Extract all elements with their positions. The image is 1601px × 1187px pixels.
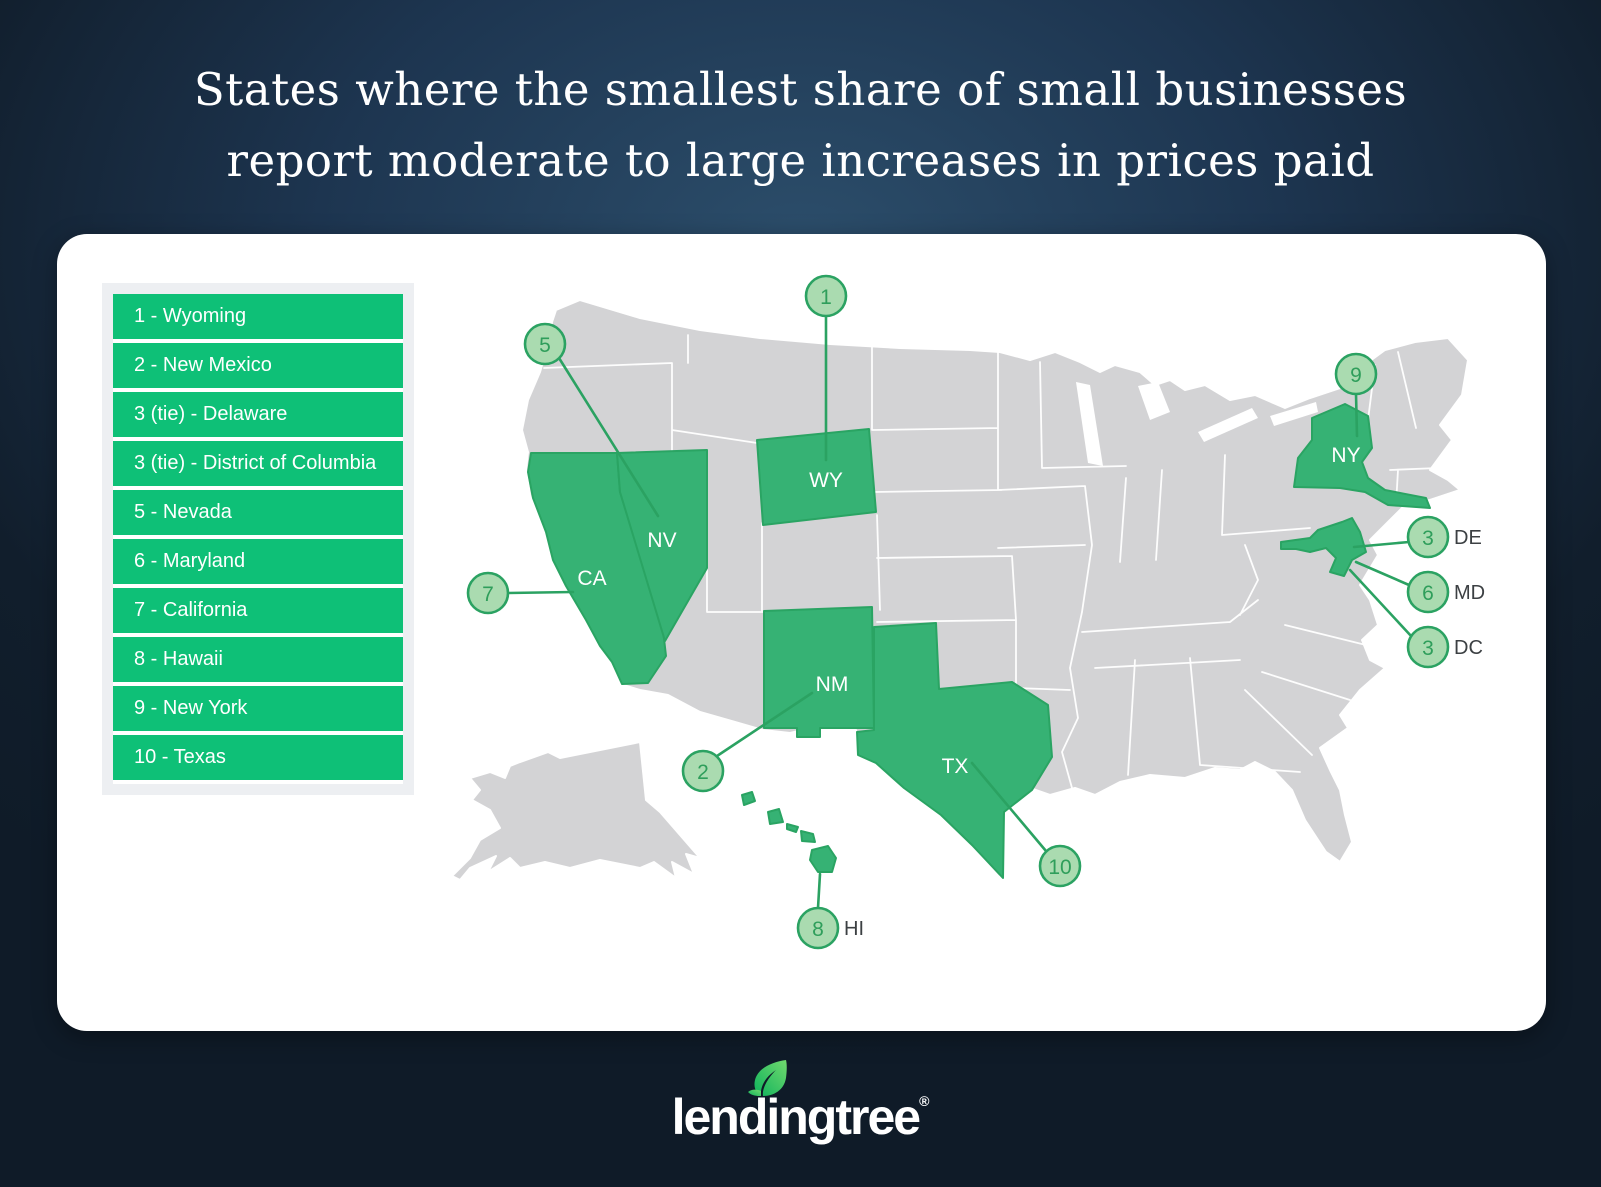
state-maryland-delaware [1280, 517, 1367, 577]
wordmark-text: lendingtree [671, 1089, 921, 1145]
state-new-york [1293, 403, 1431, 509]
legend-item-hawaii: 8 - Hawaii [113, 637, 403, 686]
svg-text:7: 7 [482, 583, 494, 606]
svg-text:9: 9 [1350, 364, 1362, 387]
title-line-2: report moderate to large increases in pr… [226, 134, 1375, 187]
ranking-legend: 1 - Wyoming 2 - New Mexico 3 (tie) - Del… [102, 283, 414, 795]
content-card: 1 - Wyoming 2 - New Mexico 3 (tie) - Del… [57, 234, 1546, 1031]
leaf-icon [747, 1060, 787, 1096]
title-line-1: States where the smallest share of small… [193, 63, 1408, 116]
svg-text:5: 5 [539, 334, 551, 357]
callout-1-wyoming: 1 [804, 274, 848, 462]
map-label-wy: WY [809, 469, 843, 492]
map-label-nm: NM [816, 673, 849, 696]
legend-item-delaware: 3 (tie) - Delaware [113, 392, 403, 441]
state-texas [856, 622, 1053, 879]
svg-text:8: 8 [812, 918, 824, 941]
legend-item-maryland: 6 - Maryland [113, 539, 403, 588]
svg-text:1: 1 [820, 286, 832, 309]
svg-text:6: 6 [1422, 582, 1434, 605]
callout-3-district-of-columbia: 3 DC [1348, 568, 1483, 669]
wordmark: lendingtree® [672, 1058, 930, 1142]
lake-huron [1138, 382, 1170, 420]
callout-7-california: 7 [466, 571, 575, 615]
state-wyoming [756, 428, 877, 526]
legend-item-district-of-columbia: 3 (tie) - District of Columbia [113, 441, 403, 490]
svg-text:3: 3 [1422, 637, 1434, 660]
svg-text:HI: HI [844, 918, 864, 940]
legend-item-nevada: 5 - Nevada [113, 490, 403, 539]
legend-item-texas: 10 - Texas [113, 735, 403, 784]
callout-10-texas: 10 [970, 761, 1082, 888]
svg-text:2: 2 [697, 761, 709, 784]
callout-6-maryland: 6 MD [1354, 560, 1485, 614]
lake-erie [1198, 408, 1258, 442]
svg-text:3: 3 [1422, 527, 1434, 550]
svg-text:DC: DC [1454, 637, 1483, 659]
callout-5-nevada: 5 [523, 322, 660, 518]
map-label-ny: NY [1331, 444, 1360, 467]
legend-item-new-mexico: 2 - New Mexico [113, 343, 403, 392]
map-label-ca: CA [577, 567, 606, 590]
legend-item-wyoming: 1 - Wyoming [113, 294, 403, 343]
lake-michigan [1076, 382, 1103, 466]
svg-text:DE: DE [1454, 527, 1482, 549]
state-alaska [451, 741, 701, 881]
svg-text:10: 10 [1048, 856, 1071, 879]
lake-ontario [1270, 402, 1318, 426]
callout-2-new-mexico: 2 [681, 691, 814, 793]
legend-item-new-york: 9 - New York [113, 686, 403, 735]
state-nevada [616, 449, 708, 642]
callout-9-new-york: 9 [1334, 352, 1378, 438]
state-new-mexico [763, 606, 875, 738]
map-label-tx: TX [942, 755, 969, 778]
map-label-nv: NV [647, 529, 676, 552]
us-map: WY NV CA NM TX NY 1 5 9 [451, 274, 1485, 950]
callout-8-hawaii: 8 HI [796, 872, 864, 950]
page-title: States where the smallest share of small… [0, 54, 1601, 196]
state-hawaii [741, 791, 837, 873]
callout-3-delaware: 3 DE [1352, 515, 1482, 559]
registered-mark: ® [919, 1093, 930, 1109]
svg-text:MD: MD [1454, 582, 1485, 604]
lendingtree-logo: lendingtree® [0, 1058, 1601, 1142]
legend-item-california: 7 - California [113, 588, 403, 637]
